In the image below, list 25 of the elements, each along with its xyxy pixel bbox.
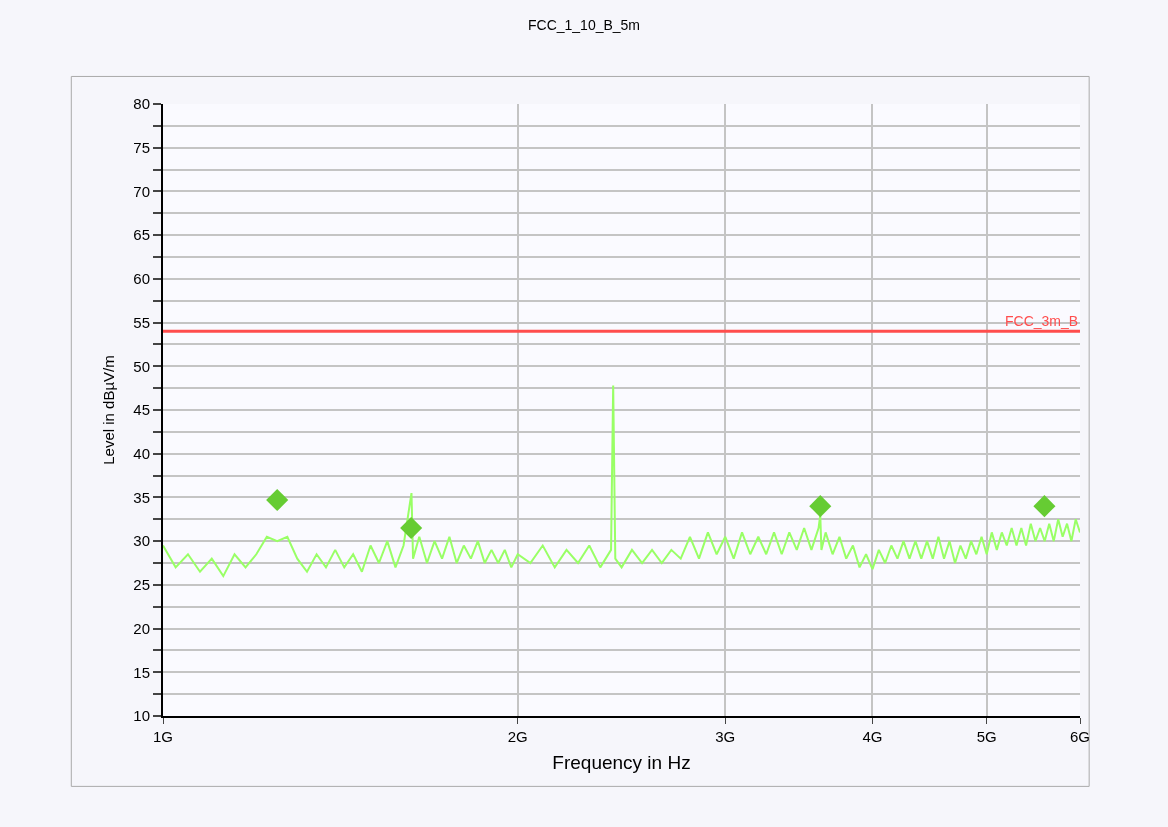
x-tick-label: 2G — [507, 728, 528, 745]
x-tick-label: 6G — [1069, 728, 1091, 745]
x-tick-label: 5G — [976, 728, 997, 745]
y-tick-label: 10 — [133, 707, 150, 725]
x-axis-title: Frequency in Hz — [552, 752, 691, 774]
x-tick-label: 1G — [152, 728, 174, 745]
y-tick-label: 80 — [133, 95, 150, 113]
y-tick-label: 15 — [133, 663, 150, 681]
y-axis-title: Level in dBµV/m — [100, 355, 118, 465]
y-tick-label: 35 — [133, 488, 150, 506]
x-tick-label: 3G — [715, 728, 736, 745]
y-tick-label: 20 — [133, 619, 150, 637]
ref-line-label: FCC_3m_B — [1005, 313, 1079, 329]
y-tick-label: 70 — [133, 182, 150, 200]
y-tick-label: 75 — [133, 138, 150, 156]
y-tick-label: 25 — [133, 576, 150, 594]
y-tick-label: 40 — [133, 444, 150, 462]
y-tick-label: 50 — [133, 357, 150, 375]
x-tick-label: 4G — [862, 728, 883, 745]
y-tick-label: 65 — [133, 226, 150, 244]
y-tick-label: 30 — [133, 532, 150, 550]
y-tick-label: 45 — [133, 401, 150, 419]
chart-title: FCC_1_10_B_5m — [527, 17, 641, 34]
y-tick-label: 60 — [133, 270, 150, 288]
y-tick-label: 55 — [133, 313, 150, 331]
